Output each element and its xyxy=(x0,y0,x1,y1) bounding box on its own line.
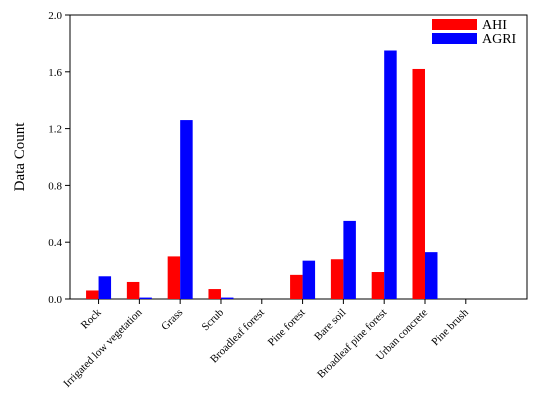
bar-ahi xyxy=(86,290,99,299)
bars xyxy=(86,50,438,300)
bar-ahi xyxy=(290,274,303,299)
legend-swatch-agri xyxy=(432,33,477,44)
bar-ahi xyxy=(126,281,140,299)
bar-agri xyxy=(139,297,152,299)
bar-agri xyxy=(424,252,438,299)
y-tick-label: 1.6 xyxy=(48,67,62,79)
bar-agri xyxy=(220,297,234,299)
legend: AHI AGRI xyxy=(432,18,517,47)
y-tick-label: 1.2 xyxy=(48,124,62,136)
legend-swatch-ahi xyxy=(432,19,477,30)
y-axis-label: Data Count xyxy=(12,122,28,192)
x-category-label: Broadleaf pine forest xyxy=(315,307,389,381)
bar-ahi xyxy=(208,289,221,299)
x-category-label: Pine brush xyxy=(429,306,471,348)
y-axis: 0.0 0.4 0.8 1.2 1.6 2.0 xyxy=(48,10,70,306)
bar-agri xyxy=(302,260,316,299)
bar-ahi xyxy=(371,272,385,299)
bar-ahi xyxy=(167,256,181,299)
y-tick-label: 0.8 xyxy=(48,180,62,192)
y-tick-label: 2.0 xyxy=(48,10,62,22)
bar-agri xyxy=(384,50,397,299)
bar-ahi xyxy=(412,68,425,300)
bar-agri xyxy=(180,120,193,299)
y-tick-label: 0.4 xyxy=(48,237,62,249)
x-category-label: Grass xyxy=(159,307,185,333)
bar-agri xyxy=(343,220,356,299)
x-category-label: Rock xyxy=(79,306,104,331)
y-tick-label: 0.0 xyxy=(48,294,62,306)
legend-label-agri: AGRI xyxy=(482,32,517,47)
x-category-label: Pine forest xyxy=(266,307,308,349)
x-category-label: Bare soil xyxy=(312,307,348,343)
bar-agri xyxy=(98,276,112,299)
bar-ahi xyxy=(330,259,344,299)
x-category-label: Scrub xyxy=(199,306,226,333)
plot-frame xyxy=(69,14,528,300)
x-category-label: Irrigated low vegetation xyxy=(61,306,145,390)
legend-label-ahi: AHI xyxy=(482,18,507,33)
